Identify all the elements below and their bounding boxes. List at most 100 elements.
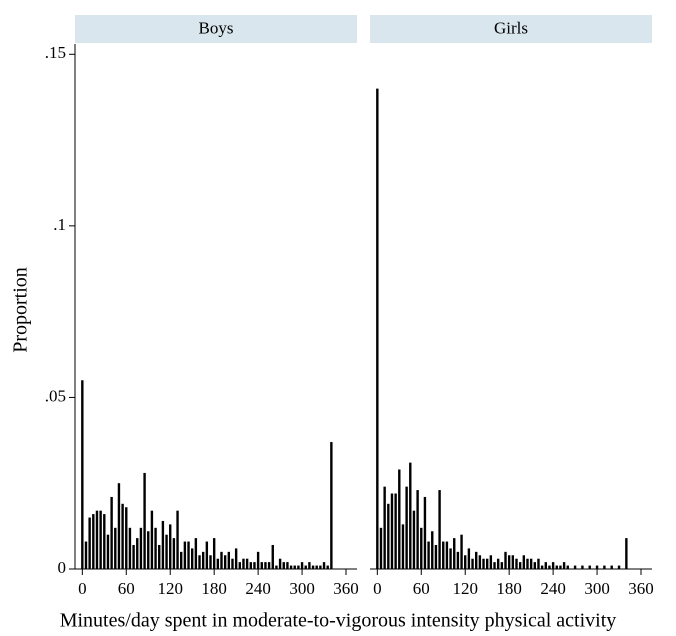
y-tick-label: .05 — [45, 386, 66, 405]
bar — [401, 524, 405, 569]
bar — [106, 534, 110, 569]
bar — [555, 565, 558, 569]
bar — [308, 562, 311, 569]
bar — [504, 551, 507, 569]
bar — [264, 562, 267, 569]
bar — [496, 558, 500, 569]
bar — [390, 493, 394, 569]
x-tick-label: 240 — [540, 579, 566, 598]
bar — [300, 562, 304, 569]
facet-strip — [370, 15, 652, 43]
bar — [485, 558, 489, 569]
bar — [442, 541, 445, 569]
x-tick-label: 180 — [201, 579, 227, 598]
bar — [190, 548, 194, 569]
bar — [544, 562, 547, 569]
bar — [114, 527, 117, 569]
bar — [412, 510, 416, 569]
x-tick-label: 0 — [78, 579, 87, 598]
bar — [489, 555, 493, 569]
bar — [603, 565, 606, 569]
bar — [493, 562, 496, 569]
bar — [201, 551, 205, 569]
bar — [242, 558, 245, 569]
bar — [533, 562, 537, 569]
bar — [81, 380, 84, 569]
bar — [478, 555, 482, 569]
bar — [475, 551, 478, 569]
bar — [271, 544, 274, 569]
bar — [158, 544, 161, 569]
bar — [223, 555, 227, 569]
bar — [92, 514, 95, 569]
bar — [180, 551, 183, 569]
bar — [562, 562, 566, 569]
bar — [383, 486, 386, 569]
y-tick-label: .1 — [53, 215, 66, 234]
bar — [286, 562, 289, 569]
bar — [165, 534, 168, 569]
bar — [220, 551, 223, 569]
bar — [154, 527, 157, 569]
bar — [379, 527, 383, 569]
bar — [212, 538, 216, 569]
bar — [315, 565, 318, 569]
bar — [376, 88, 379, 569]
bar — [471, 558, 474, 569]
bar — [253, 562, 256, 569]
bar — [500, 562, 504, 569]
bar — [95, 510, 99, 569]
bar — [194, 538, 198, 569]
x-tick-label: 180 — [496, 579, 522, 598]
bar — [209, 555, 212, 569]
bar — [445, 541, 449, 569]
bar — [322, 562, 326, 569]
bar — [551, 562, 555, 569]
bar — [103, 514, 106, 569]
bar — [529, 558, 533, 569]
bar — [132, 544, 135, 569]
bar — [205, 541, 209, 569]
x-tick-label: 360 — [333, 579, 359, 598]
x-axis-label: Minutes/day spent in moderate-to-vigorou… — [60, 610, 617, 632]
bar — [169, 524, 172, 569]
bar — [482, 558, 485, 569]
bar — [275, 565, 278, 569]
bar — [427, 541, 430, 569]
facet-title: Girls — [494, 18, 528, 37]
bar — [297, 565, 300, 569]
bar — [566, 565, 569, 569]
bar — [438, 490, 441, 569]
y-axis-label: Proportion — [10, 267, 32, 353]
bar — [398, 469, 401, 569]
bar — [595, 565, 599, 569]
bar — [176, 510, 179, 569]
bar — [99, 510, 102, 569]
x-tick-label: 300 — [584, 579, 610, 598]
bar — [330, 442, 333, 569]
bar — [460, 534, 463, 569]
bar — [143, 472, 146, 569]
bar — [453, 538, 456, 569]
bar — [198, 555, 201, 569]
bar — [234, 548, 238, 569]
bar — [172, 538, 176, 569]
bar — [394, 493, 397, 569]
bar — [147, 531, 150, 569]
bar — [293, 565, 296, 569]
bar — [260, 562, 263, 569]
bar — [387, 503, 390, 569]
bar — [548, 565, 551, 569]
x-tick-label: 60 — [413, 579, 430, 598]
bar — [319, 565, 322, 569]
bar — [289, 565, 293, 569]
x-tick-label: 120 — [157, 579, 183, 598]
bar — [161, 520, 165, 569]
bar — [187, 541, 190, 569]
bar — [456, 551, 460, 569]
bar — [183, 541, 187, 569]
bar — [409, 462, 412, 569]
bar — [227, 551, 231, 569]
bar — [431, 531, 434, 569]
bar — [617, 565, 621, 569]
